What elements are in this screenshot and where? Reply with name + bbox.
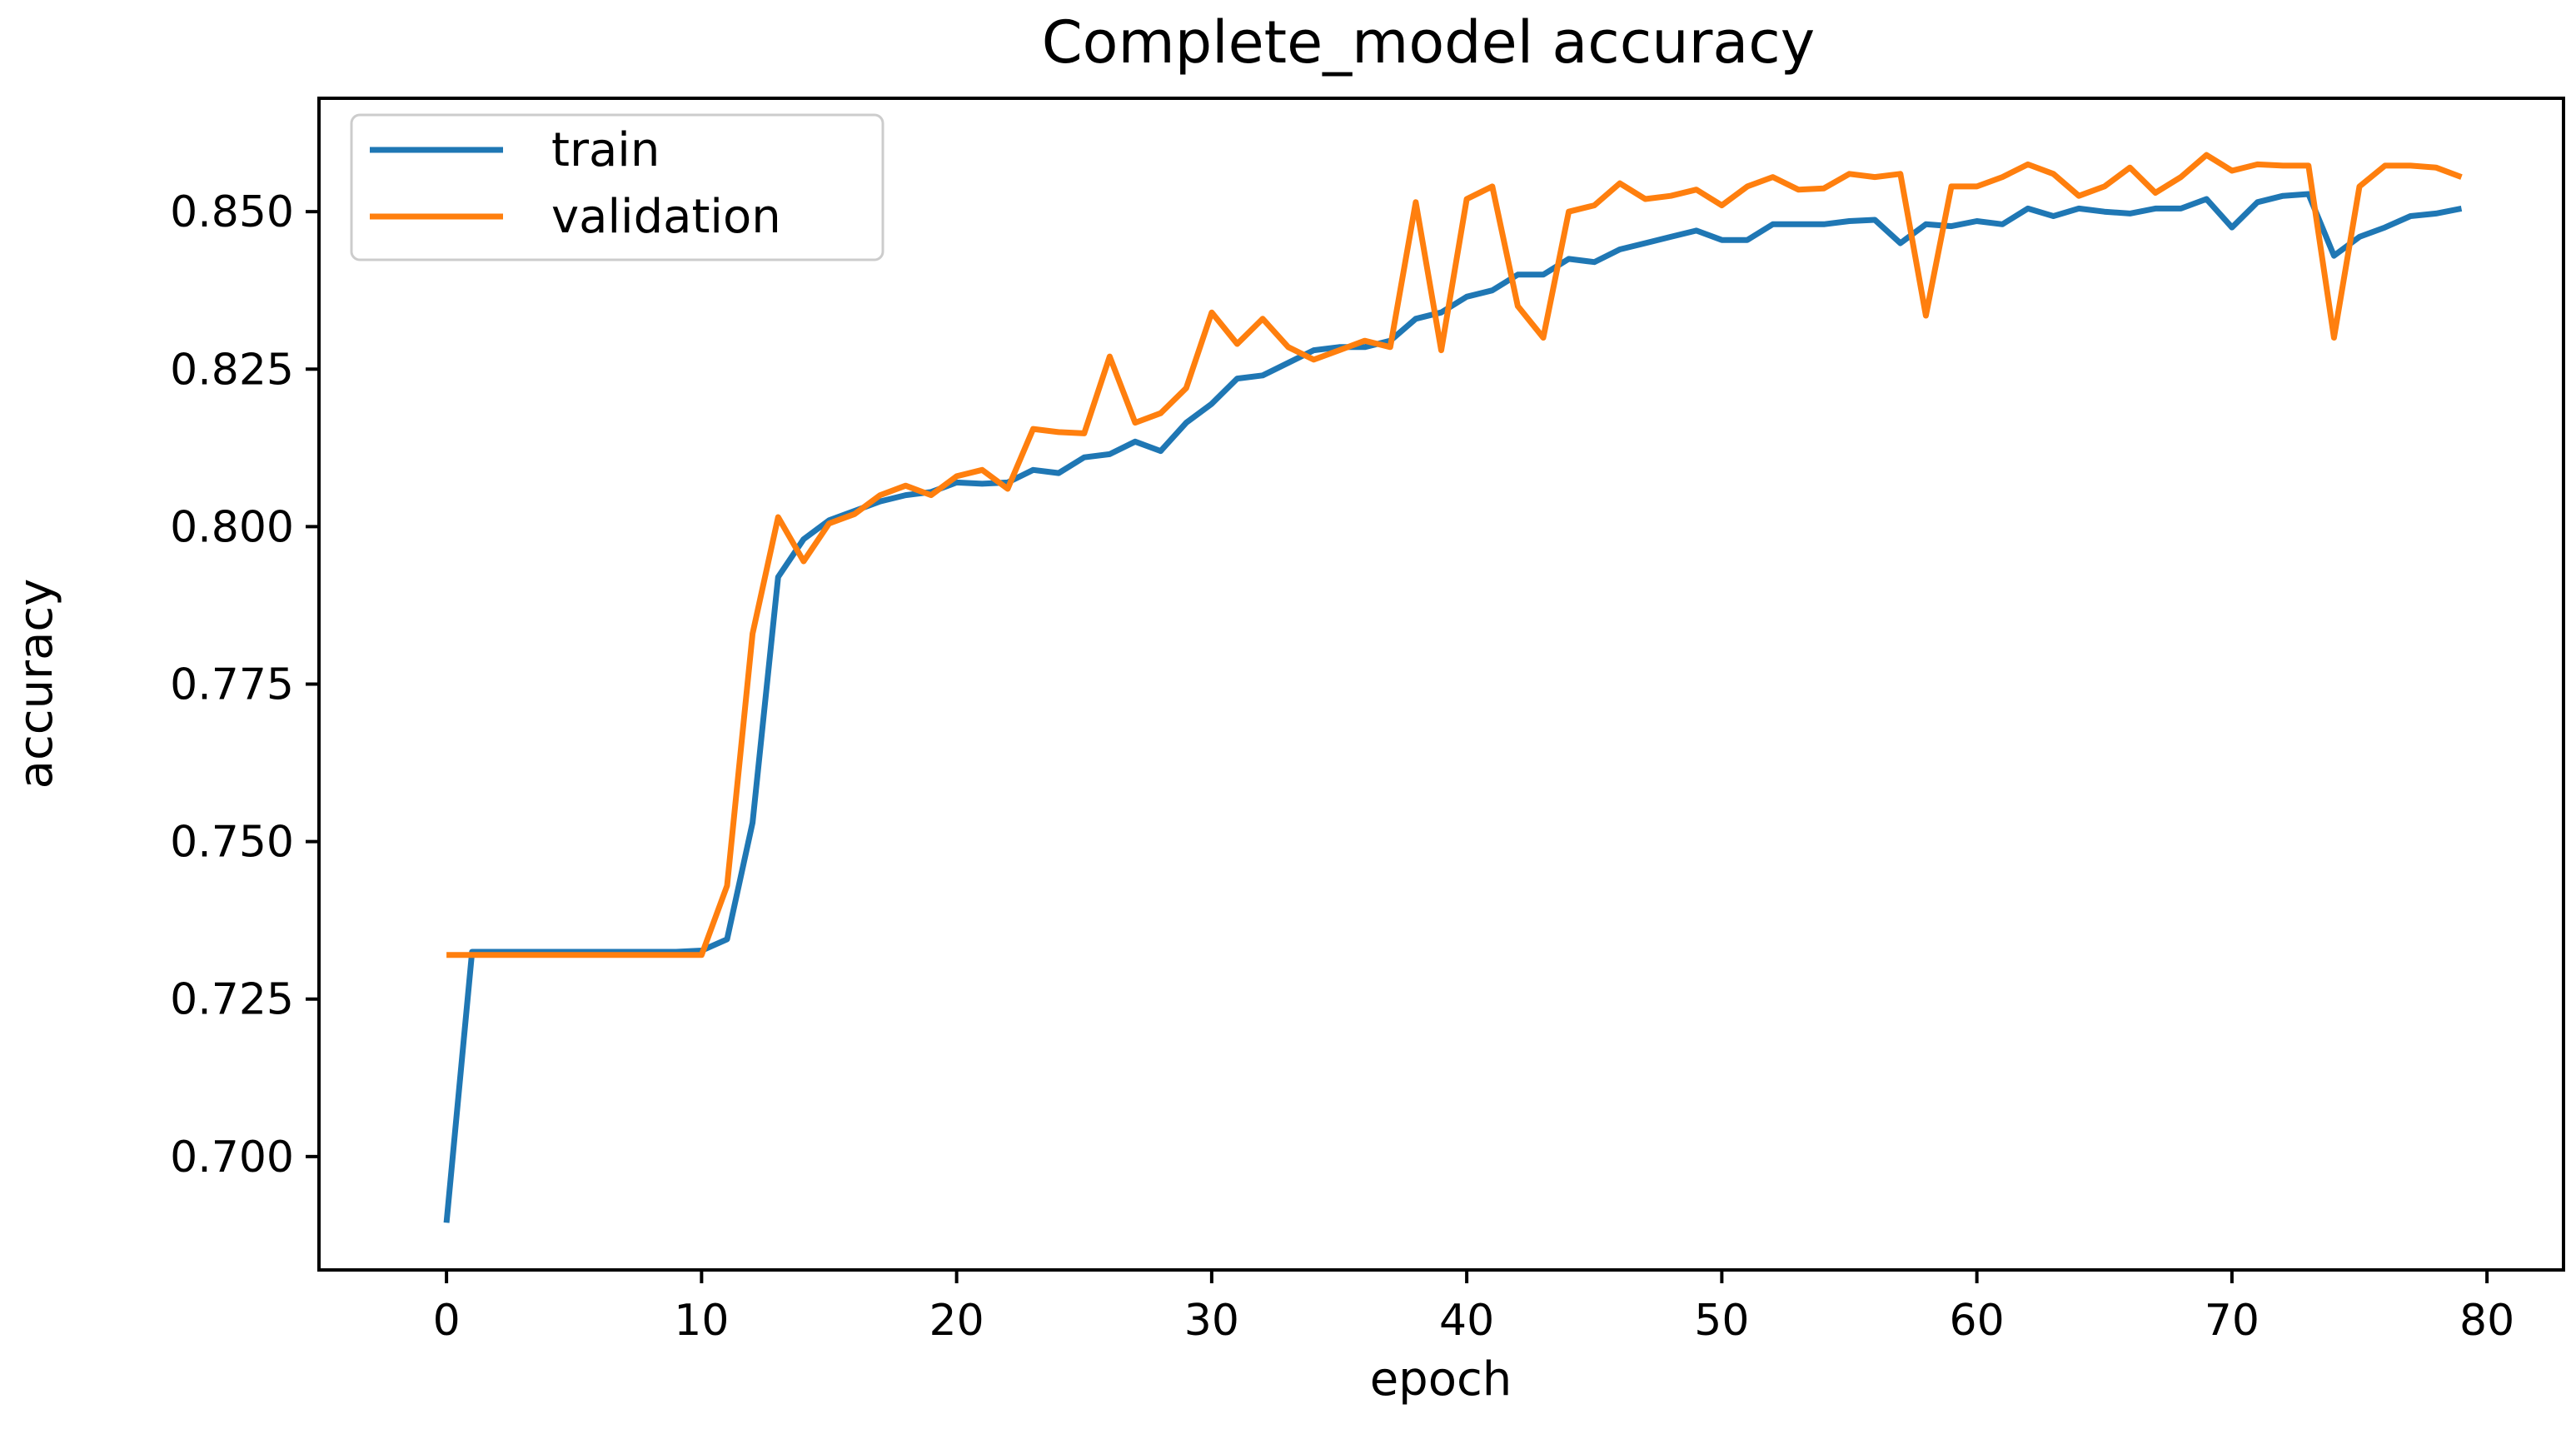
y-axis: 0.700 0.725 0.750 0.775 0.800 0.825 0.850 [170,187,319,1183]
y-tick-label: 0.750 [170,818,294,868]
legend-label-validation: validation [551,190,781,244]
y-axis-label: accuracy [9,579,63,789]
legend: train validation [350,113,884,261]
y-tick-label: 0.825 [170,345,294,395]
y-tick-label: 0.725 [170,975,294,1025]
x-tick-label: 10 [674,1296,729,1346]
x-tick-label: 70 [2205,1296,2260,1346]
series-line-validation [446,152,2463,958]
plot-area [317,97,2565,1272]
series-line-train [443,191,2463,1223]
x-tick-label: 30 [1184,1296,1239,1346]
x-tick-label: 0 [433,1296,461,1346]
x-tick-label: 40 [1439,1296,1494,1346]
chart-title: Complete_model accuracy [1042,8,1815,77]
x-tick-label: 20 [929,1296,984,1346]
legend-label-train: train [551,123,660,177]
x-tick-label: 80 [2459,1296,2514,1346]
x-axis: 0 10 20 30 40 50 60 70 80 [433,1270,2514,1346]
y-tick-label: 0.775 [170,660,294,710]
x-tick-label: 50 [1694,1296,1749,1346]
x-axis-label: epoch [1370,1352,1512,1407]
series-layer [443,152,2463,1223]
y-tick-label: 0.700 [170,1133,294,1183]
y-tick-label: 0.850 [170,187,294,237]
y-tick-label: 0.800 [170,502,294,552]
x-tick-label: 60 [1950,1296,2005,1346]
